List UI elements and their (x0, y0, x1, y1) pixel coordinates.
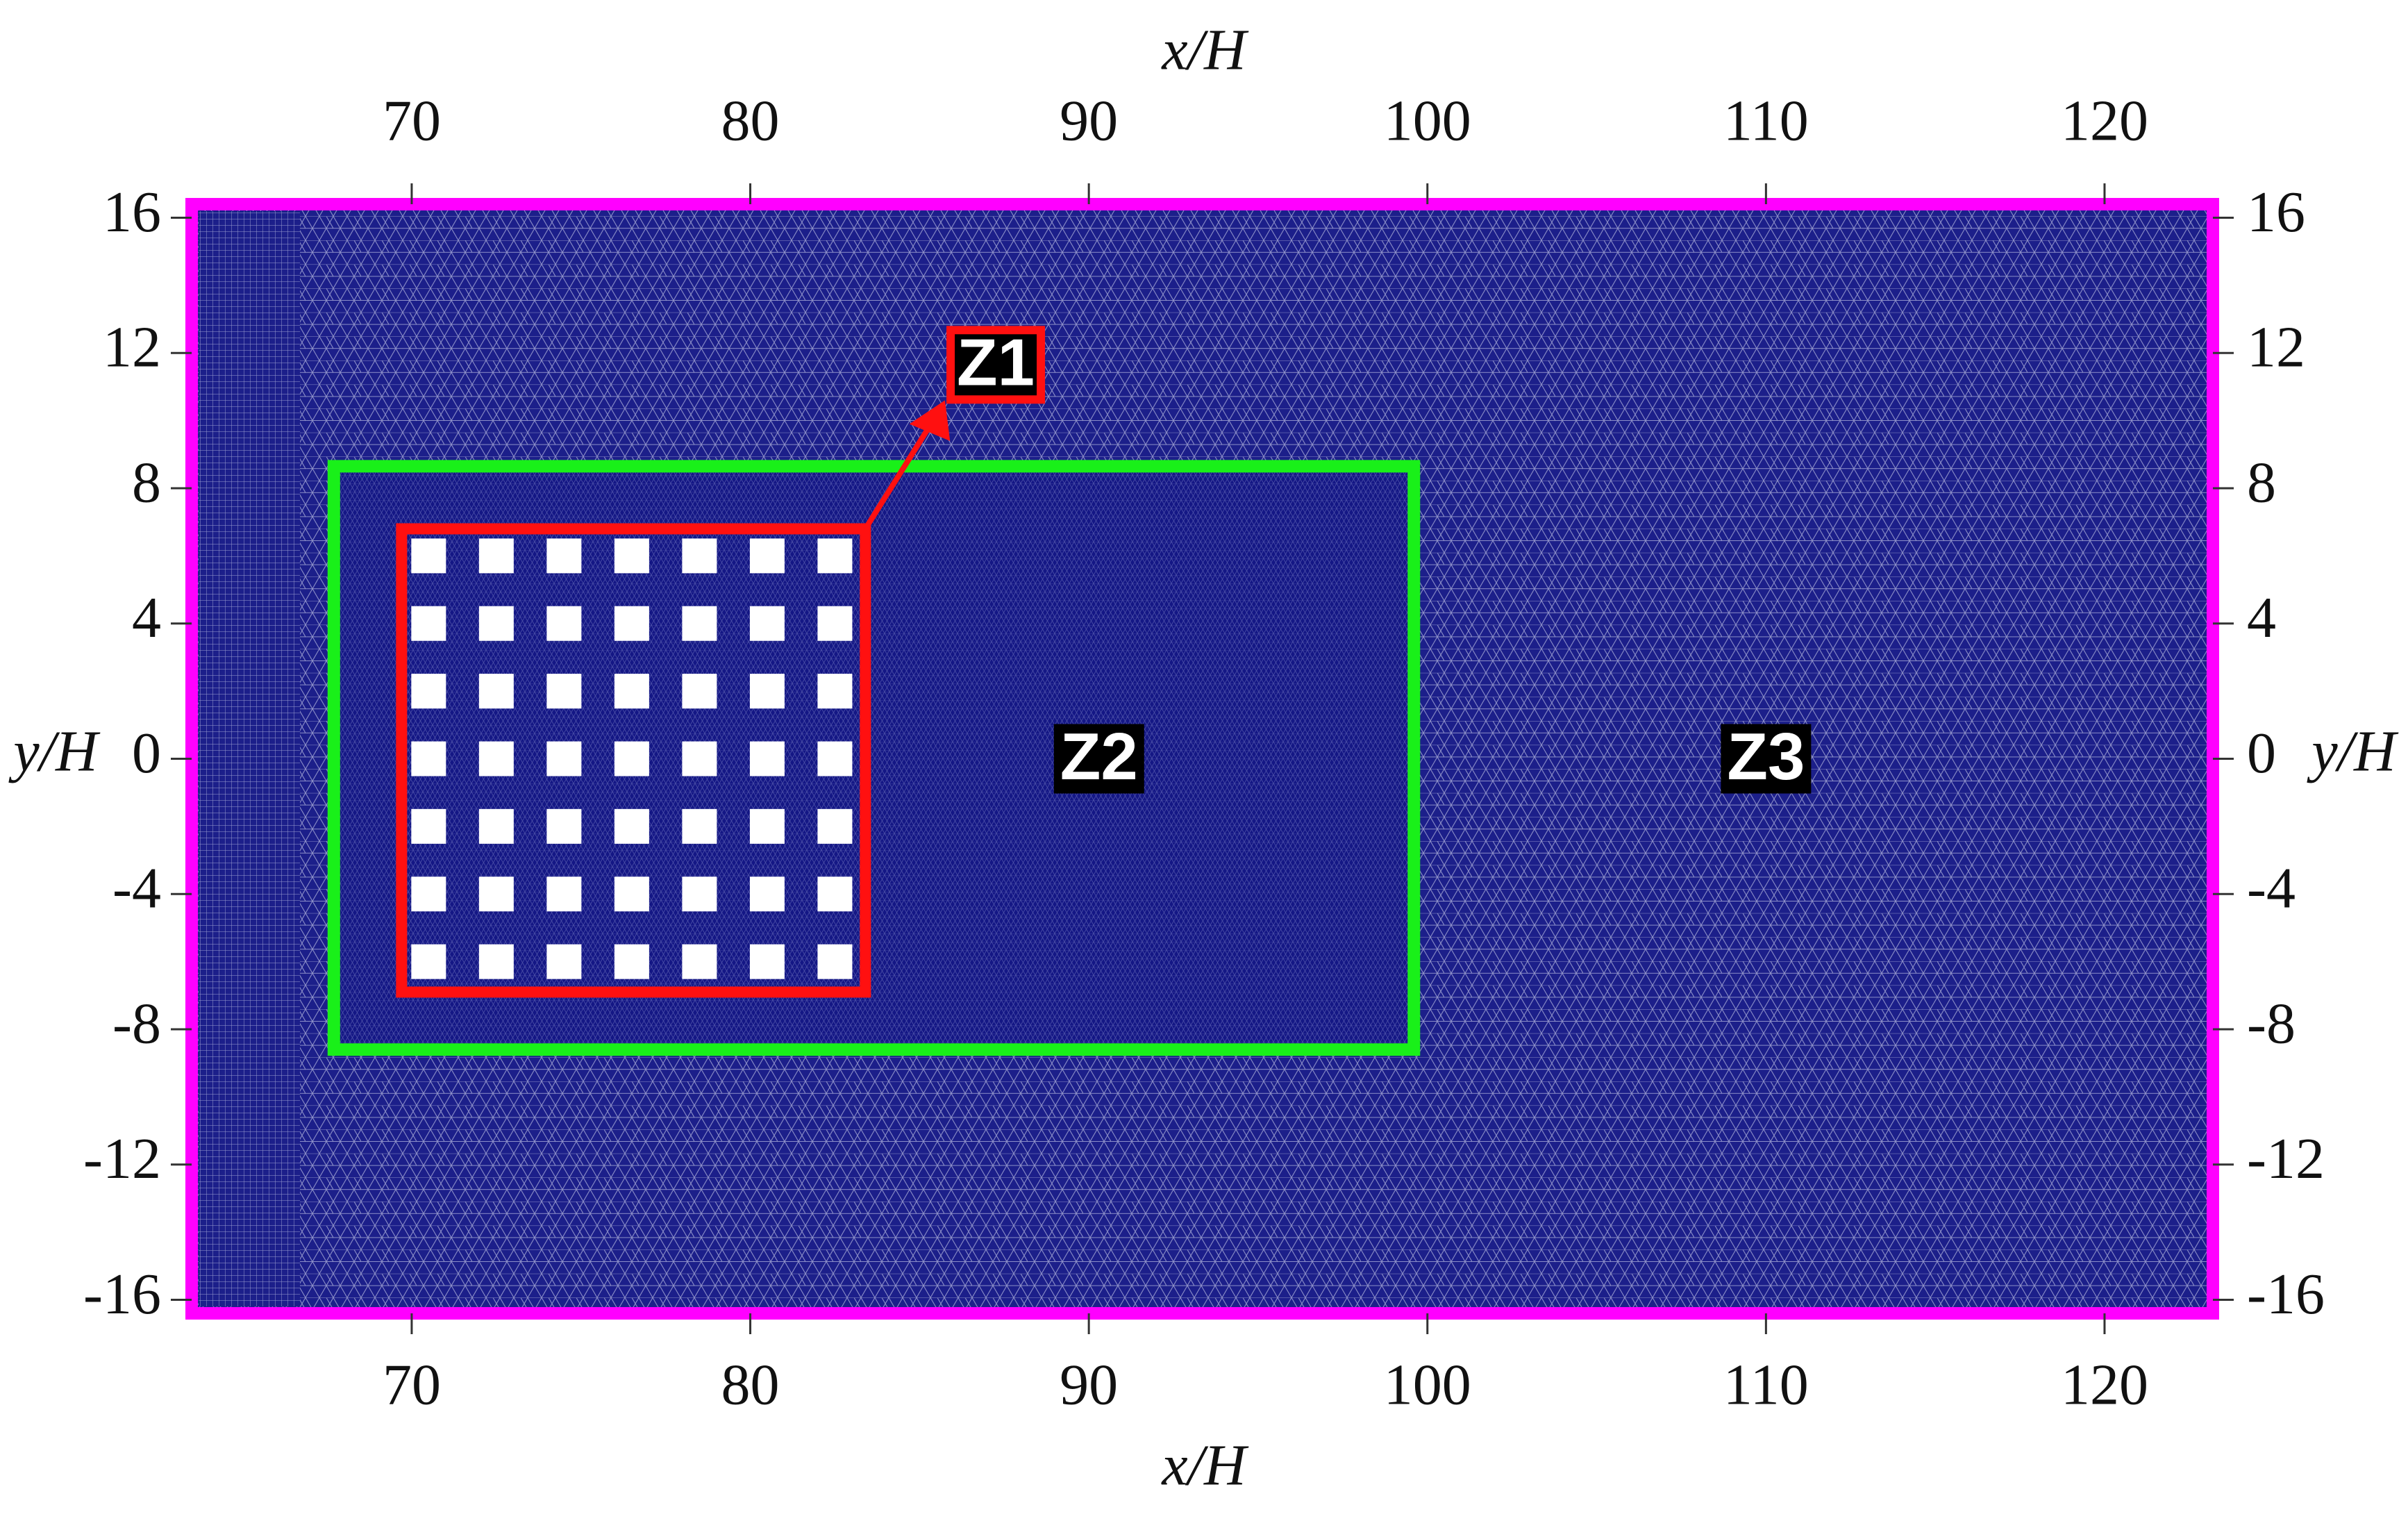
zone-label-bg (946, 326, 1046, 404)
obstacle (411, 606, 446, 641)
zone-label-bg (1721, 724, 1812, 794)
obstacle (749, 876, 785, 912)
obstacle (749, 674, 785, 709)
obstacle (682, 538, 717, 574)
structured-inlet-mesh (199, 211, 301, 1306)
obstacle (614, 944, 649, 979)
obstacle (411, 674, 446, 709)
y-tick-label-left: -4 (112, 856, 161, 921)
x-tick-label-bottom: 120 (2061, 1352, 2148, 1417)
x-tick-label-bottom: 110 (1723, 1352, 1809, 1417)
obstacle (817, 741, 853, 776)
obstacle (614, 876, 649, 912)
obstacle (411, 944, 446, 979)
obstacle (817, 808, 853, 844)
obstacle (411, 741, 446, 776)
x-tick-label-bottom: 100 (1384, 1352, 1471, 1417)
y-tick-label-right: -4 (2247, 856, 2296, 921)
y-axis-label-left: y/H (8, 719, 101, 783)
y-tick-label-left: 8 (132, 450, 161, 515)
y-tick-label-right: -16 (2247, 1262, 2325, 1327)
obstacle (411, 538, 446, 574)
obstacle (682, 944, 717, 979)
obstacle (546, 606, 582, 641)
x-tick-label-bottom: 70 (383, 1352, 441, 1417)
y-tick-label-left: 16 (103, 180, 161, 244)
obstacle (682, 876, 717, 912)
obstacle (614, 606, 649, 641)
zone-label: Z1 (957, 326, 1035, 400)
y-tick-label-right: 12 (2247, 315, 2305, 380)
obstacle (478, 538, 514, 574)
y-tick-label-right: 4 (2247, 585, 2276, 650)
x-tick-label-bottom: 80 (721, 1352, 780, 1417)
obstacle (546, 944, 582, 979)
obstacle (817, 606, 853, 641)
y-tick-label-right: -12 (2247, 1127, 2325, 1191)
y-tick-label-left: 4 (132, 585, 161, 650)
zone-label-bg (1053, 724, 1144, 794)
x-tick-label-top: 100 (1384, 88, 1471, 153)
obstacle (682, 741, 717, 776)
y-tick-label-left: -8 (112, 991, 161, 1056)
obstacle (546, 538, 582, 574)
obstacle (546, 741, 582, 776)
x-tick-label-top: 120 (2061, 88, 2148, 153)
obstacle (682, 606, 717, 641)
obstacle (614, 808, 649, 844)
obstacle (478, 606, 514, 641)
obstacle (546, 674, 582, 709)
obstacle (749, 741, 785, 776)
obstacle (478, 674, 514, 709)
x-tick-label-top: 80 (721, 88, 780, 153)
zone-z2-border (327, 460, 1421, 1056)
zone-z1-border (396, 523, 871, 998)
obstacle (817, 876, 853, 912)
obstacle (749, 606, 785, 641)
mesh-layer (185, 198, 2219, 1320)
obstacle (411, 876, 446, 912)
zone-label: Z3 (1727, 720, 1805, 794)
obstacle (546, 876, 582, 912)
obstacle (682, 808, 717, 844)
obstacle (478, 808, 514, 844)
obstacle (478, 944, 514, 979)
x-axis-label-top: x/H (1160, 17, 1249, 82)
obstacle (817, 674, 853, 709)
y-tick-label-right: 16 (2247, 180, 2305, 244)
x-axis-label-bottom: x/H (1160, 1433, 1249, 1497)
obstacle (749, 944, 785, 979)
y-tick-label-right: 8 (2247, 450, 2276, 515)
y-tick-label-right: -8 (2247, 991, 2296, 1056)
arrow-head (909, 400, 951, 441)
obstacle (411, 808, 446, 844)
obstacle (749, 808, 785, 844)
obstacle (478, 741, 514, 776)
x-tick-label-top: 90 (1060, 88, 1118, 153)
x-tick-label-top: 70 (383, 88, 441, 153)
arrow-line (862, 419, 936, 531)
obstacle (749, 538, 785, 574)
obstacle (682, 674, 717, 709)
y-tick-label-right: 0 (2247, 721, 2276, 786)
x-tick-label-top: 110 (1723, 88, 1809, 153)
y-tick-label-left: -12 (83, 1127, 161, 1191)
obstacle (817, 538, 853, 574)
obstacle (546, 808, 582, 844)
obstacle (614, 538, 649, 574)
y-tick-label-left: -16 (83, 1262, 161, 1327)
obstacle (614, 741, 649, 776)
obstacle (478, 876, 514, 912)
y-tick-label-left: 0 (132, 721, 161, 786)
y-axis-label-right: y/H (2306, 719, 2399, 783)
x-tick-label-bottom: 90 (1060, 1352, 1118, 1417)
refined-mesh (333, 466, 1414, 1050)
obstacle (817, 944, 853, 979)
y-tick-label-left: 12 (103, 315, 161, 380)
zone-label: Z2 (1060, 720, 1138, 794)
obstacle (614, 674, 649, 709)
